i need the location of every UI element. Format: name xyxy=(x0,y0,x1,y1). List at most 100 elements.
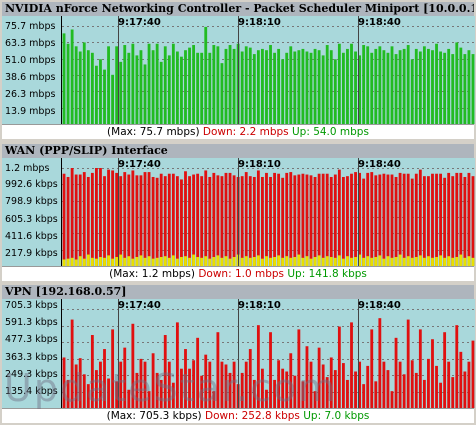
bar xyxy=(313,391,317,408)
bar xyxy=(285,371,289,408)
bar xyxy=(346,379,349,408)
plot-area: 9:17:40 9:18:10 9:18:40 xyxy=(61,158,475,266)
bar xyxy=(82,42,86,124)
y-tick-label: 38.6 mbps xyxy=(5,72,56,83)
bar-upload xyxy=(196,257,200,266)
bar xyxy=(354,371,357,408)
bar xyxy=(455,42,459,124)
bar-upload xyxy=(228,258,232,266)
bar-upload xyxy=(82,258,86,266)
bar xyxy=(309,361,313,408)
bar-upload xyxy=(305,256,309,266)
bar xyxy=(394,54,398,124)
bar xyxy=(147,391,151,408)
up-rate: Up: 7.0 kbps xyxy=(303,410,370,422)
bar xyxy=(78,174,82,266)
bar-chart xyxy=(62,299,475,408)
bar xyxy=(159,379,163,408)
bar xyxy=(151,176,155,266)
bar-upload xyxy=(410,257,414,266)
bar xyxy=(378,174,382,266)
bar xyxy=(175,322,179,408)
bar-upload xyxy=(321,257,325,266)
bar xyxy=(78,51,82,124)
bar xyxy=(70,29,74,124)
down-rate: Down: 2.2 mbps xyxy=(202,126,289,138)
bar xyxy=(74,46,78,124)
bar xyxy=(378,46,382,124)
bar xyxy=(82,172,86,266)
bar xyxy=(224,364,228,408)
bar xyxy=(95,168,98,266)
bar xyxy=(289,46,293,124)
bar-upload xyxy=(362,257,366,266)
bar-upload xyxy=(143,257,147,266)
y-tick-label: 605.3 kbps xyxy=(5,214,58,225)
bar-upload xyxy=(317,255,321,266)
bar xyxy=(451,54,455,124)
panel-title: WAN (PPP/SLIP) Interface xyxy=(2,144,474,158)
time-label: 9:18:10 xyxy=(238,159,281,170)
bar-upload xyxy=(333,257,337,266)
bar-upload xyxy=(119,254,123,266)
bar-upload xyxy=(111,258,115,266)
bar-upload xyxy=(127,256,131,266)
bar-upload xyxy=(66,258,70,266)
bar xyxy=(370,329,374,408)
bar xyxy=(358,55,362,124)
bar-upload xyxy=(398,254,402,266)
bar xyxy=(115,46,119,124)
bar xyxy=(301,381,305,408)
y-tick-label: 135.4 kbps xyxy=(5,386,58,397)
time-label: 9:18:10 xyxy=(238,300,281,311)
bar xyxy=(285,172,289,266)
bar xyxy=(439,51,442,124)
bar xyxy=(410,360,414,408)
bar xyxy=(313,176,317,266)
bar xyxy=(66,379,70,408)
bar xyxy=(265,50,268,124)
bar xyxy=(289,172,293,266)
bar xyxy=(277,48,281,124)
bar xyxy=(252,379,256,408)
bar xyxy=(143,172,147,266)
bar-upload xyxy=(224,256,228,266)
bar xyxy=(216,175,220,266)
bar xyxy=(435,173,438,266)
bar-upload xyxy=(374,257,378,266)
bar xyxy=(277,173,281,266)
bar-upload xyxy=(386,256,390,266)
bar xyxy=(414,173,418,266)
bar xyxy=(171,382,175,408)
bar xyxy=(451,176,455,266)
bar xyxy=(184,171,187,266)
bar xyxy=(273,379,276,408)
bar xyxy=(370,172,374,266)
bar xyxy=(180,368,183,408)
bar xyxy=(325,45,329,124)
bar xyxy=(252,176,256,266)
bar xyxy=(228,45,232,124)
bar xyxy=(204,170,208,266)
bar xyxy=(216,332,220,408)
bar xyxy=(406,319,410,408)
bar-upload xyxy=(289,257,293,266)
bar-upload xyxy=(427,256,430,266)
time-label: 9:17:40 xyxy=(118,300,161,311)
bar xyxy=(329,50,333,124)
bar-upload xyxy=(115,257,119,266)
bar xyxy=(159,173,163,266)
bar xyxy=(435,43,438,124)
bar xyxy=(192,45,196,124)
bar xyxy=(188,176,191,266)
bar-upload xyxy=(406,256,410,266)
bar xyxy=(309,52,313,124)
bar xyxy=(447,361,451,408)
bar xyxy=(103,176,106,266)
bar xyxy=(418,169,422,266)
bar-upload xyxy=(95,258,98,266)
y-tick-label: 13.9 mbps xyxy=(5,106,56,117)
bar xyxy=(402,48,406,124)
bar xyxy=(119,361,123,408)
bar-upload xyxy=(220,257,224,266)
